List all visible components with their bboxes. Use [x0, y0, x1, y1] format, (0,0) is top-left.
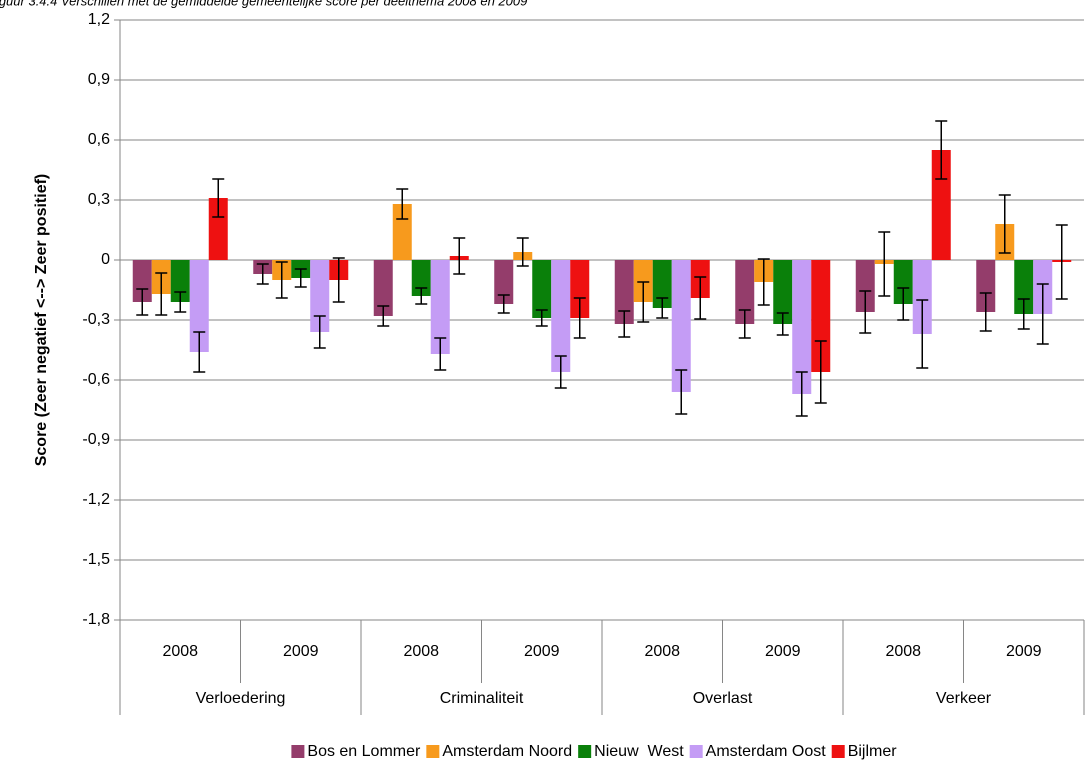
bar: [430, 260, 450, 354]
bar: [208, 198, 228, 260]
bar: [189, 260, 209, 352]
bar: [1014, 260, 1034, 314]
x-tick-label: 2008: [162, 643, 198, 660]
group-label: Verkeer: [936, 690, 992, 707]
group-label: Overlast: [693, 690, 753, 707]
bar: [893, 260, 913, 304]
chart-title: Figuur 3.4.4 Verschillen met de gemiddel…: [0, 0, 527, 8]
y-tick-label: -1,2: [82, 491, 110, 508]
y-tick-label: -0,9: [82, 431, 110, 448]
bar: [614, 260, 634, 324]
bar: [652, 260, 672, 308]
bar: [310, 260, 330, 332]
bar: [811, 260, 831, 372]
y-tick-label: 1,2: [88, 11, 110, 28]
x-tick-label: 2009: [1006, 643, 1042, 660]
bar: [671, 260, 691, 392]
y-tick-label: -1,8: [82, 611, 110, 628]
bar: [411, 260, 431, 296]
legend-label: Nieuw West: [594, 743, 684, 760]
y-tick-label: 0,9: [88, 71, 110, 88]
bar: [494, 260, 514, 304]
bar: [855, 260, 875, 312]
bar: [976, 260, 996, 312]
x-tick-label: 2009: [524, 643, 560, 660]
legend-swatch: [689, 745, 703, 758]
x-tick-label: 2008: [403, 643, 439, 660]
y-tick-label: -0,6: [82, 371, 110, 388]
group-label: Verloedering: [196, 690, 286, 707]
y-tick-label: 0: [101, 251, 110, 268]
group-label: Criminaliteit: [440, 690, 524, 707]
y-tick-label: -1,5: [82, 551, 110, 568]
bar: [735, 260, 755, 324]
bar: [912, 260, 932, 334]
bar: [532, 260, 552, 318]
legend-swatch: [426, 745, 440, 758]
y-tick-label: 0,6: [88, 131, 110, 148]
bar: [132, 260, 152, 302]
x-tick-label: 2009: [283, 643, 319, 660]
legend-label: Amsterdam Noord: [442, 743, 572, 760]
bar: [373, 260, 393, 316]
x-tick-label: 2009: [765, 643, 801, 660]
legend-swatch: [831, 745, 845, 758]
x-tick-label: 2008: [644, 643, 680, 660]
legend-label: Bijlmer: [848, 743, 898, 760]
legend-swatch: [291, 745, 305, 758]
bar: [931, 150, 951, 260]
bar: [392, 204, 412, 260]
bar: [551, 260, 571, 372]
bar: [773, 260, 793, 324]
bar: [792, 260, 812, 394]
bar: [633, 260, 653, 302]
y-tick-label: -0,3: [82, 311, 110, 328]
legend-label: Amsterdam Oost: [706, 743, 827, 760]
bar: [570, 260, 590, 318]
y-tick-label: 0,3: [88, 191, 110, 208]
x-tick-label: 2008: [885, 643, 921, 660]
y-axis-title: Score (Zeer negatief <--> Zeer positief): [33, 174, 50, 467]
legend-label: Bos en Lommer: [307, 743, 421, 760]
legend-swatch: [578, 745, 592, 758]
